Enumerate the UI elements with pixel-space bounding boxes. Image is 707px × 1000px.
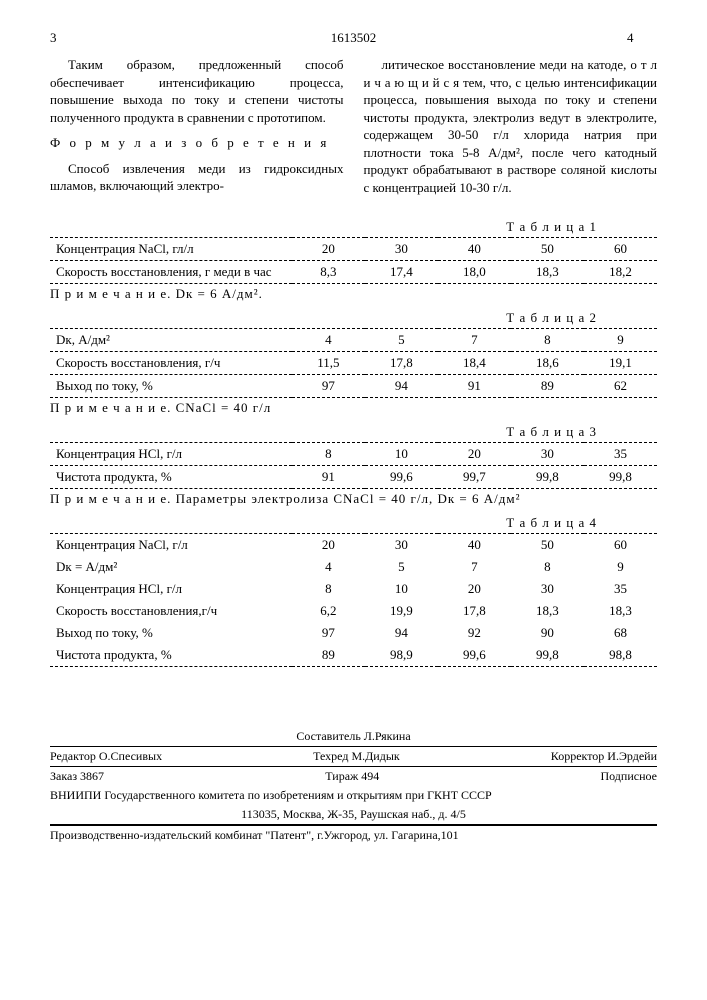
table-1: Концентрация NaCl, гл/л 2030405060 Скоро…: [50, 237, 657, 284]
table-4: Концентрация NaCl, г/л 2030405060 Dк = А…: [50, 533, 657, 667]
t2-note: П р и м е ч а н и е. СNaCl = 40 г/л: [50, 400, 657, 416]
addr2: Производственно-издательский комбинат "П…: [50, 828, 459, 842]
body-columns: Таким образом, предложенный способ обесп…: [50, 56, 657, 204]
t3-note: П р и м е ч а н и е. Параметры электроли…: [50, 491, 657, 507]
editor: Редактор О.Спесивых: [50, 749, 162, 764]
table-3: Концентрация HCl, г/л 810203035 Чистота …: [50, 442, 657, 489]
table1-label: Т а б л и ц а 1: [50, 219, 597, 235]
org: ВНИИПИ Государственного комитета по изоб…: [50, 788, 492, 802]
t1-r1-label: Концентрация NaCl, гл/л: [50, 238, 292, 261]
t1-note: П р и м е ч а н и е. Dк = 6 А/дм².: [50, 286, 657, 302]
right-column: литическое восстановление меди на катоде…: [364, 56, 658, 204]
podpis: Подписное: [600, 769, 657, 784]
para-2: Способ извлечения меди из гидроксидных ш…: [50, 160, 344, 195]
t1-r2-label: Скорость восстановления, г меди в час: [50, 261, 292, 284]
left-column: Таким образом, предложенный способ обесп…: [50, 56, 344, 204]
page-header: 3 1613502 4: [50, 30, 657, 46]
document-number: 1613502: [80, 30, 627, 46]
footer: Составитель Л.Рякина Редактор О.Спесивых…: [50, 727, 657, 845]
table2-label: Т а б л и ц а 2: [50, 310, 597, 326]
tirazh: Тираж 494: [325, 769, 379, 784]
compiler: Составитель Л.Рякина: [50, 729, 657, 744]
table-2: Dк, А/дм² 45789 Скорость восстановления,…: [50, 328, 657, 398]
order: Заказ 3867: [50, 769, 104, 784]
formula-heading: Ф о р м у л а и з о б р е т е н и я: [50, 134, 344, 152]
table4-label: Т а б л и ц а 4: [50, 515, 597, 531]
para-3: литическое восстановление меди на катоде…: [364, 56, 658, 196]
para-1: Таким образом, предложенный способ обесп…: [50, 56, 344, 126]
page-right-num: 4: [627, 30, 657, 46]
corrector: Корректор И.Эрдейи: [551, 749, 657, 764]
addr1: 113035, Москва, Ж-35, Раушская наб., д. …: [241, 807, 466, 821]
table3-label: Т а б л и ц а 3: [50, 424, 597, 440]
techred: Техред М.Дидык: [313, 749, 400, 764]
page-left-num: 3: [50, 30, 80, 46]
